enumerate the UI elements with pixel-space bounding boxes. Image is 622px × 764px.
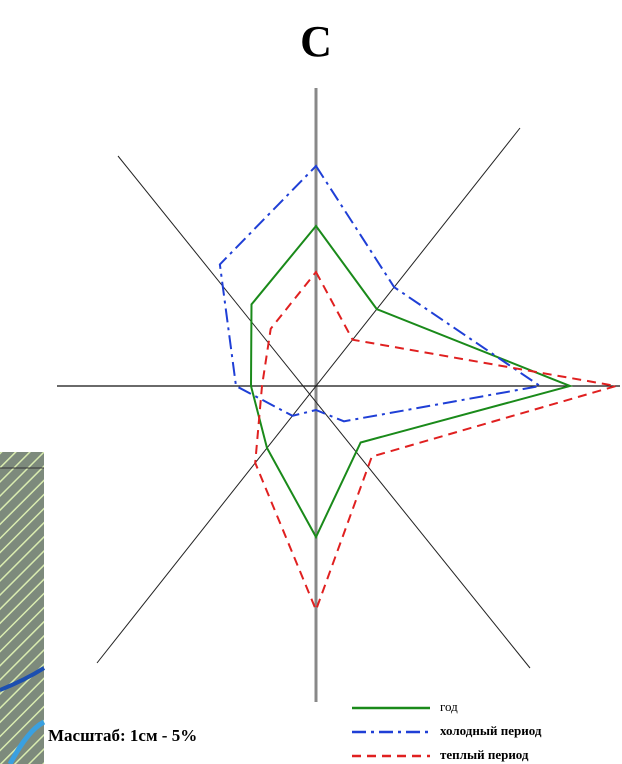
- legend-label: теплый период: [440, 747, 529, 762]
- legend-label: холодный период: [440, 723, 542, 738]
- axes: [57, 88, 620, 702]
- radar-line: [249, 224, 574, 540]
- map-fragment: [0, 452, 46, 764]
- direction-label: С: [300, 17, 332, 66]
- legend-label: год: [440, 699, 458, 714]
- radar-line: [254, 270, 617, 613]
- radar-line: [218, 164, 543, 423]
- scale-note: Масштаб: 1см - 5%: [48, 726, 197, 745]
